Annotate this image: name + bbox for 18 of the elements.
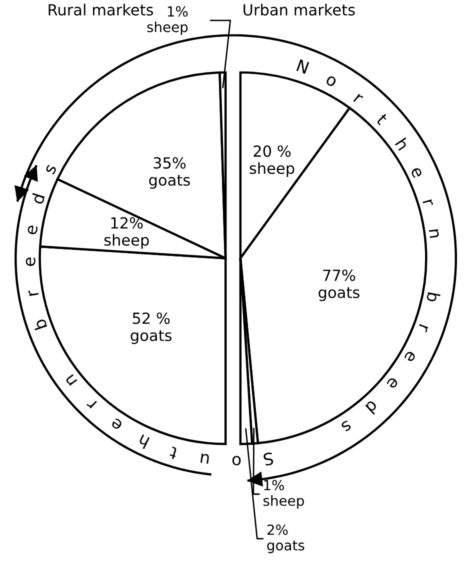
slice-label: sheep xyxy=(250,162,294,177)
data-label: 35% xyxy=(154,157,186,169)
legend-label: sheep xyxy=(263,495,304,509)
slice-label: sheep xyxy=(147,21,188,35)
data-label: 1% xyxy=(264,480,284,490)
slice-label: goats xyxy=(149,174,190,189)
data-label: 52 % xyxy=(132,312,170,324)
slice-label: goats xyxy=(130,330,172,344)
data-label: 2% xyxy=(267,524,288,535)
slice-label: sheep xyxy=(104,234,149,249)
slice-label: goats xyxy=(318,287,360,302)
data-label: 1% xyxy=(168,6,188,17)
slice-label: goats xyxy=(267,540,304,554)
data-label: 77% xyxy=(323,269,356,282)
data-label: 12% xyxy=(111,217,143,229)
text: Rural markets xyxy=(48,4,154,16)
text: Urban markets xyxy=(244,4,355,16)
data-label: 20 % xyxy=(254,145,291,157)
